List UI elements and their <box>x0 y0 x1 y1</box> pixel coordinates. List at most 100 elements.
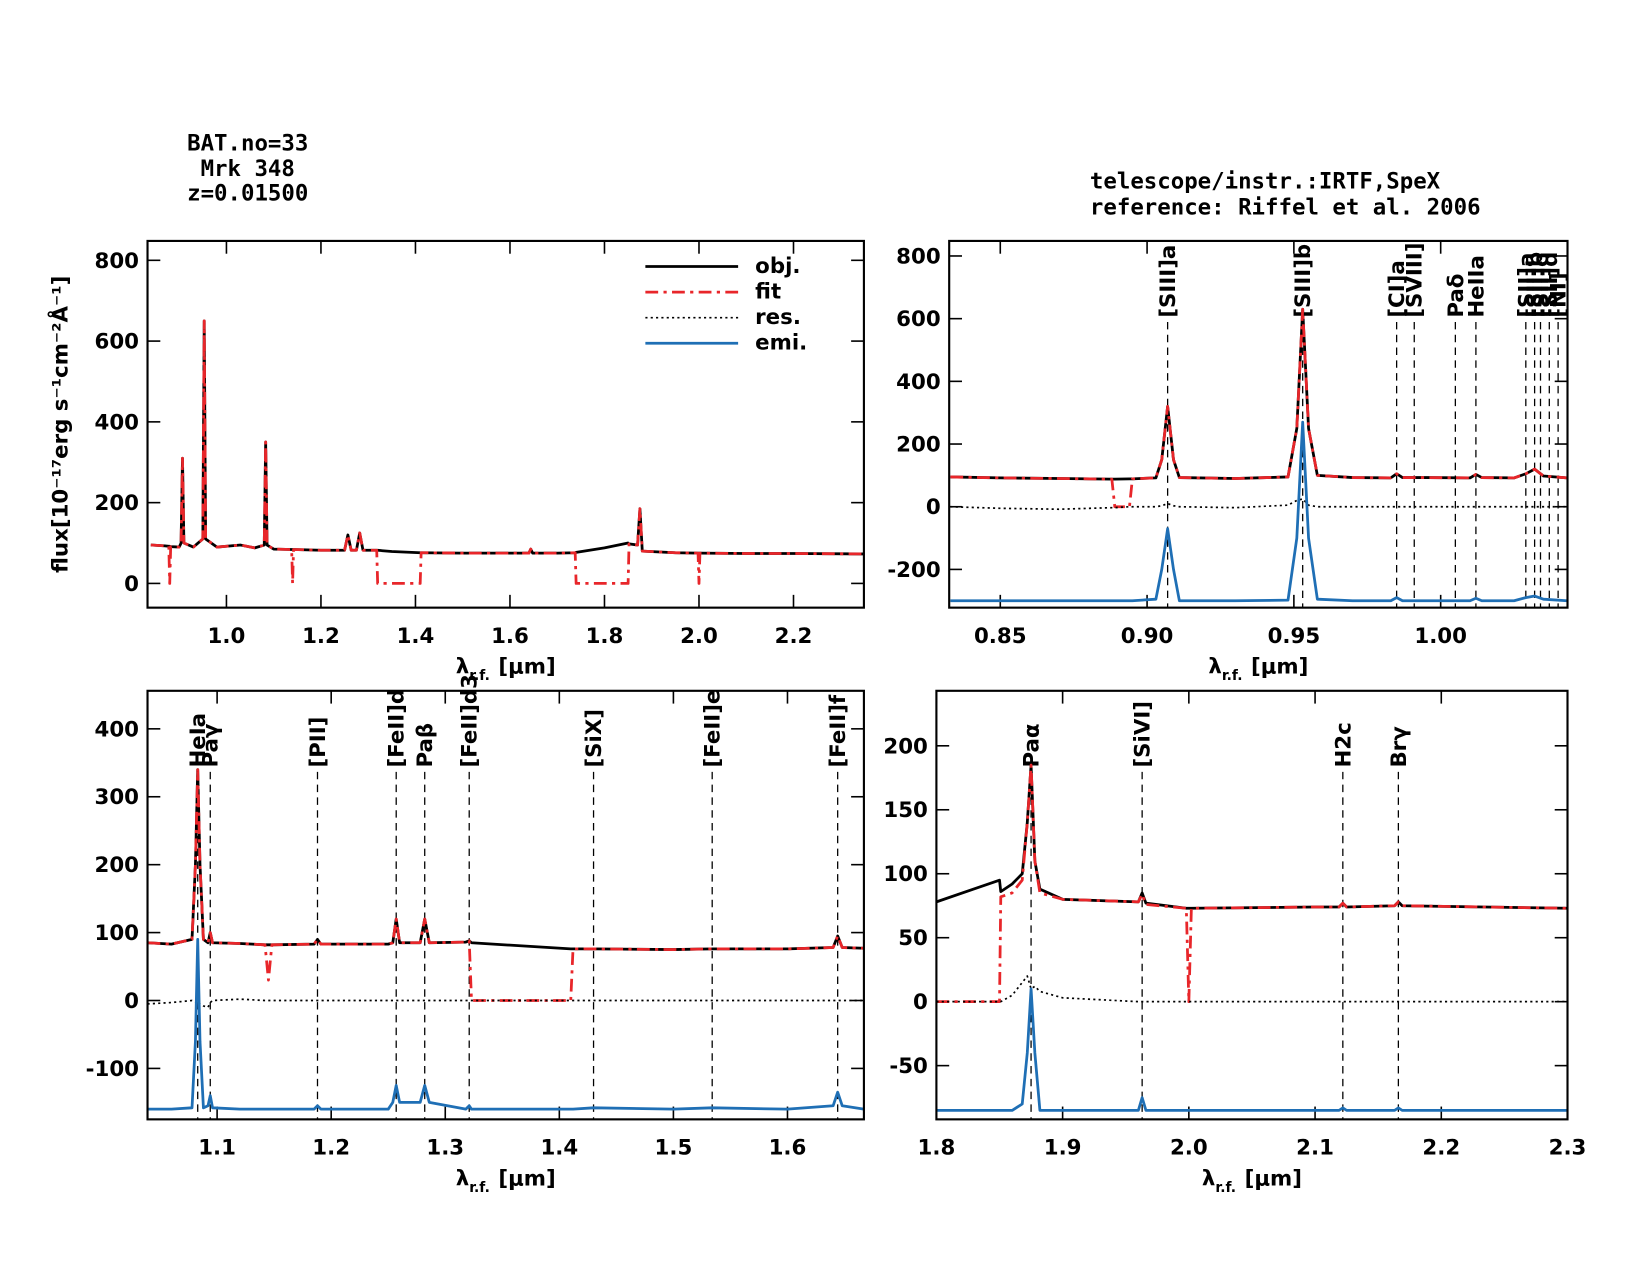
x-label-subscript: r.f. <box>1222 668 1243 684</box>
y-tick-label: -50 <box>889 1054 928 1079</box>
x-tick-label: 2.2 <box>1422 1136 1460 1161</box>
y-tick-label: 600 <box>896 307 941 332</box>
spectrum-line <box>950 498 1567 511</box>
x-tick-label: 0.85 <box>974 624 1027 649</box>
series-group <box>150 319 864 585</box>
x-label-symbol: λ <box>1202 1166 1216 1191</box>
plot-frame <box>146 239 865 609</box>
plot-frame <box>935 689 1569 1121</box>
y-tick-label: 300 <box>94 785 138 810</box>
line-label: [FeII]e <box>701 690 726 768</box>
line-label: [SIII]b <box>1291 244 1316 318</box>
x-label-unit: [μm] <box>1251 655 1308 680</box>
line-label: HeIa <box>186 713 211 768</box>
line-label: Brγ <box>1387 726 1412 768</box>
line-label: Paγ <box>199 723 224 767</box>
panel: 1.8 1.9 2.0 2.1 2.2 2.3 -50 0 50 100 150 200 λr.f. [μ… <box>883 689 1587 1196</box>
x-tick-label: 1.5 <box>655 1136 693 1161</box>
line-label: H2c <box>1331 722 1356 767</box>
x-tick-label: 2.2 <box>775 624 813 649</box>
y-tick-label: 400 <box>896 370 941 395</box>
line-label: [SII]c <box>1529 254 1554 317</box>
y-tick-label: 400 <box>94 717 138 742</box>
legend-label: obj. <box>755 254 800 279</box>
series-group <box>147 768 864 1111</box>
y-axis-label: flux[10⁻¹⁷erg s⁻¹cm⁻²Å⁻¹] <box>48 276 74 573</box>
spectrum-line <box>936 763 1568 1004</box>
spectrum-line <box>150 319 864 585</box>
line-label: [FeII]f <box>826 694 851 767</box>
y-tick-label: 200 <box>94 853 138 878</box>
spectrum-line <box>147 937 864 1111</box>
spectrum-line <box>950 307 1568 481</box>
y-tick-label: 800 <box>896 244 941 269</box>
panel: 1.0 1.2 1.4 1.6 1.8 2.0 2.2 0 200 400 600 800 λr.f. [… <box>48 239 865 684</box>
y-tick-label: 50 <box>898 926 928 951</box>
line-label: [SVIII] <box>1403 243 1428 318</box>
x-tick-label: 1.6 <box>769 1136 807 1161</box>
y-tick-label: 0 <box>124 572 139 597</box>
x-tick-label: 1.6 <box>491 624 529 649</box>
line-label: [SiX] <box>582 709 607 768</box>
y-tick-label: 0 <box>124 989 139 1014</box>
x-axis-label: λr.f. [μm] <box>1208 655 1308 684</box>
y-tick-label: -200 <box>887 558 940 583</box>
legend-label: res. <box>755 305 801 330</box>
series-group <box>950 307 1568 603</box>
x-tick-label: 1.2 <box>302 624 340 649</box>
panel: 1.1 1.2 1.3 1.4 1.5 1.6 -100 0 100 200 300 400 λr.f.… <box>86 674 865 1196</box>
object-id: BAT.no=33 <box>187 130 308 156</box>
x-label-unit: [μm] <box>498 655 555 680</box>
line-label: Paδ <box>1444 274 1469 318</box>
line-label: [SiVI] <box>1131 701 1156 768</box>
x-label-subscript: r.f. <box>1215 1180 1236 1196</box>
redshift: z=0.01500 <box>187 180 308 206</box>
x-axis-label: λr.f. [μm] <box>1202 1166 1302 1195</box>
spectrum-line <box>936 987 1568 1112</box>
x-tick-label: 0.90 <box>1121 624 1174 649</box>
line-label: [FeII]d3 <box>458 674 483 768</box>
x-axis-label: λr.f. [μm] <box>456 1166 556 1195</box>
legend-label: fit <box>755 279 781 304</box>
y-tick-label: 800 <box>94 249 138 274</box>
x-tick-label: 2.3 <box>1549 1136 1587 1161</box>
legend-label: emi. <box>755 331 807 356</box>
y-tick-label: 200 <box>896 432 941 457</box>
line-label: Paβ <box>413 723 438 768</box>
x-tick-label: 2.0 <box>680 624 718 649</box>
line-label: [SII]d <box>1538 252 1563 318</box>
x-tick-label: 1.0 <box>208 624 246 649</box>
line-label: [PII] <box>306 717 331 768</box>
spectrum-line <box>150 319 864 556</box>
x-tick-label: 1.2 <box>312 1136 350 1161</box>
x-label-symbol: λ <box>1208 655 1222 680</box>
spectrum-line <box>936 975 1568 1003</box>
x-tick-label: 0.95 <box>1268 624 1321 649</box>
x-axis-label: λr.f. [μm] <box>456 655 556 684</box>
x-tick-label: 1.1 <box>198 1136 236 1161</box>
y-tick-label: 0 <box>926 495 941 520</box>
spectrum-line <box>950 420 1568 603</box>
plot-frame <box>948 239 1569 609</box>
x-tick-label: 1.3 <box>426 1136 464 1161</box>
plot-frame <box>146 689 865 1121</box>
line-label: [FeII]d <box>385 689 410 768</box>
y-tick-label: 150 <box>883 798 928 823</box>
x-tick-label: 1.8 <box>586 624 624 649</box>
panel: 0.85 0.90 0.95 1.00 -200 0 200 400 600 800 λr.f. [μ… <box>887 239 1572 684</box>
series-group <box>936 763 1568 1112</box>
x-label-subscript: r.f. <box>469 668 490 684</box>
x-label-unit: [μm] <box>498 1166 555 1191</box>
y-tick-label: 600 <box>94 330 138 355</box>
y-tick-label: 100 <box>94 921 138 946</box>
spectrum-line <box>147 768 864 951</box>
y-tick-label: 400 <box>94 410 138 435</box>
x-tick-label: 1.4 <box>540 1136 578 1161</box>
spectrum-line <box>950 307 1568 509</box>
x-label-subscript: r.f. <box>469 1180 490 1196</box>
y-tick-label: 0 <box>913 990 928 1015</box>
x-tick-label: 2.0 <box>1170 1136 1208 1161</box>
y-tick-label: 100 <box>883 862 928 887</box>
